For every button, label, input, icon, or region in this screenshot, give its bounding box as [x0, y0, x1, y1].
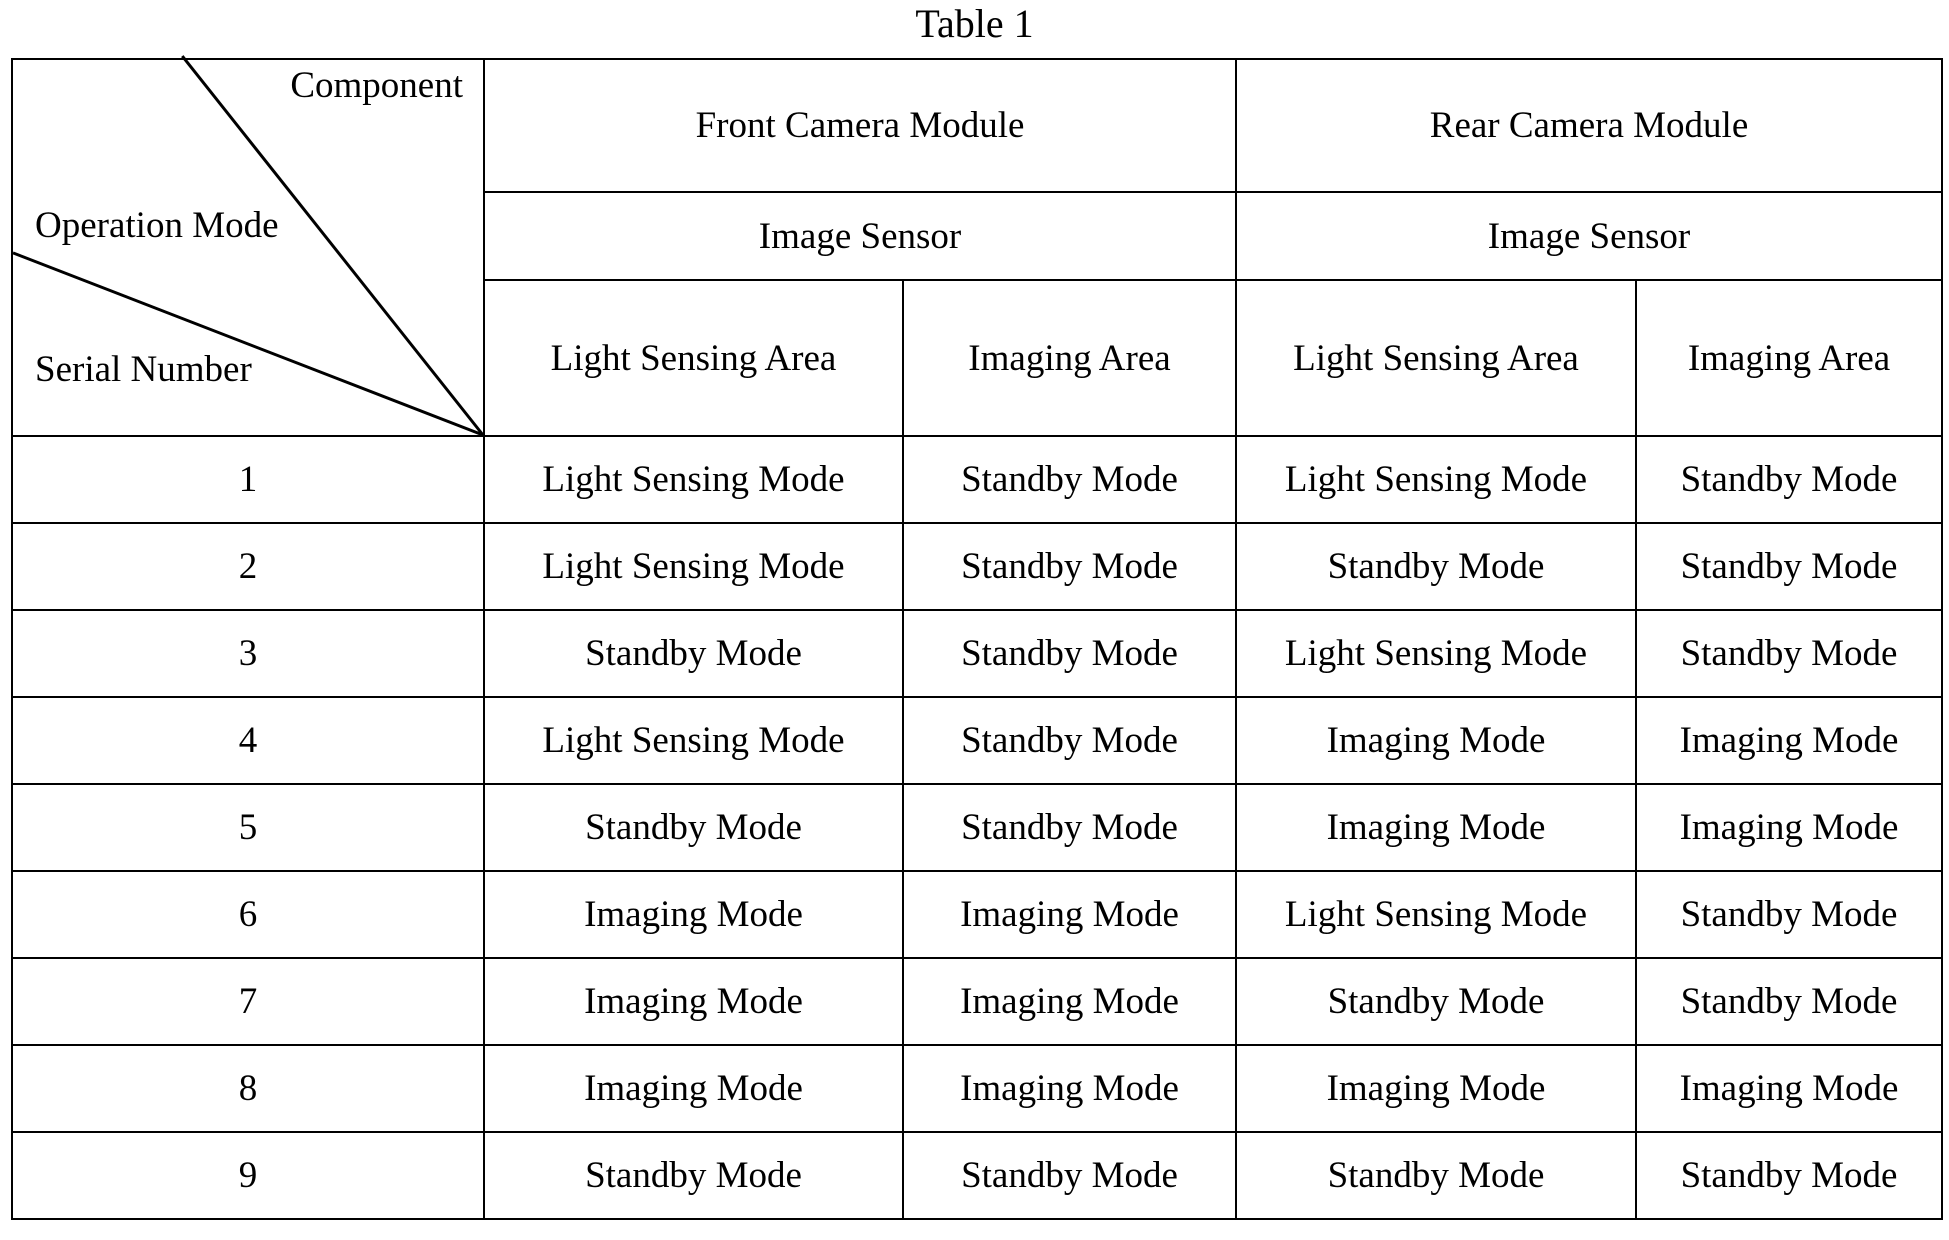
rear-imaging-area-mode: Standby Mode: [1636, 871, 1942, 958]
table-row: 9 Standby Mode Standby Mode Standby Mode…: [12, 1132, 1942, 1219]
front-imaging-area-mode: Standby Mode: [903, 436, 1236, 523]
rear-light-sensing-area-mode: Imaging Mode: [1236, 784, 1636, 871]
serial-number-cell: 5: [12, 784, 484, 871]
header-front-image-sensor: Image Sensor: [484, 192, 1236, 280]
front-imaging-area-mode: Standby Mode: [903, 1132, 1236, 1219]
front-imaging-area-mode: Imaging Mode: [903, 1045, 1236, 1132]
front-light-sensing-area-mode: Standby Mode: [484, 1132, 903, 1219]
front-imaging-area-mode: Standby Mode: [903, 697, 1236, 784]
table-row: 4 Light Sensing Mode Standby Mode Imagin…: [12, 697, 1942, 784]
rear-imaging-area-mode: Standby Mode: [1636, 523, 1942, 610]
header-row-modules: Component Operation Mode Serial Number F…: [12, 59, 1942, 192]
rear-light-sensing-area-mode: Standby Mode: [1236, 958, 1636, 1045]
front-light-sensing-area-mode: Light Sensing Mode: [484, 436, 903, 523]
rear-light-sensing-area-mode: Imaging Mode: [1236, 697, 1636, 784]
front-light-sensing-area-mode: Imaging Mode: [484, 871, 903, 958]
mode-table: Component Operation Mode Serial Number F…: [11, 58, 1943, 1220]
table-row: 7 Imaging Mode Imaging Mode Standby Mode…: [12, 958, 1942, 1045]
serial-number-cell: 7: [12, 958, 484, 1045]
serial-number-cell: 2: [12, 523, 484, 610]
table-row: 1 Light Sensing Mode Standby Mode Light …: [12, 436, 1942, 523]
header-front-imaging-area: Imaging Area: [903, 280, 1236, 436]
corner-label-component: Component: [290, 66, 463, 106]
table-row: 3 Standby Mode Standby Mode Light Sensin…: [12, 610, 1942, 697]
front-light-sensing-area-mode: Light Sensing Mode: [484, 523, 903, 610]
front-light-sensing-area-mode: Imaging Mode: [484, 958, 903, 1045]
serial-number-cell: 8: [12, 1045, 484, 1132]
corner-label-operation-mode: Operation Mode: [35, 206, 279, 246]
corner-label-serial-number: Serial Number: [35, 350, 252, 390]
rear-light-sensing-area-mode: Standby Mode: [1236, 523, 1636, 610]
serial-number-cell: 4: [12, 697, 484, 784]
front-imaging-area-mode: Standby Mode: [903, 610, 1236, 697]
header-front-light-sensing-area: Light Sensing Area: [484, 280, 903, 436]
table-row: 6 Imaging Mode Imaging Mode Light Sensin…: [12, 871, 1942, 958]
rear-imaging-area-mode: Imaging Mode: [1636, 697, 1942, 784]
rear-imaging-area-mode: Imaging Mode: [1636, 784, 1942, 871]
header-rear-camera-module: Rear Camera Module: [1236, 59, 1942, 192]
table-title: Table 1: [0, 0, 1949, 48]
serial-number-cell: 1: [12, 436, 484, 523]
front-light-sensing-area-mode: Standby Mode: [484, 784, 903, 871]
table-row: 8 Imaging Mode Imaging Mode Imaging Mode…: [12, 1045, 1942, 1132]
header-rear-light-sensing-area: Light Sensing Area: [1236, 280, 1636, 436]
table-row: 5 Standby Mode Standby Mode Imaging Mode…: [12, 784, 1942, 871]
header-front-camera-module: Front Camera Module: [484, 59, 1236, 192]
rear-light-sensing-area-mode: Light Sensing Mode: [1236, 610, 1636, 697]
front-imaging-area-mode: Standby Mode: [903, 784, 1236, 871]
front-imaging-area-mode: Imaging Mode: [903, 958, 1236, 1045]
header-corner-cell: Component Operation Mode Serial Number: [12, 59, 484, 436]
front-imaging-area-mode: Standby Mode: [903, 523, 1236, 610]
table-row: 2 Light Sensing Mode Standby Mode Standb…: [12, 523, 1942, 610]
header-rear-imaging-area: Imaging Area: [1636, 280, 1942, 436]
rear-light-sensing-area-mode: Light Sensing Mode: [1236, 871, 1636, 958]
serial-number-cell: 9: [12, 1132, 484, 1219]
rear-light-sensing-area-mode: Light Sensing Mode: [1236, 436, 1636, 523]
front-imaging-area-mode: Imaging Mode: [903, 871, 1236, 958]
rear-light-sensing-area-mode: Standby Mode: [1236, 1132, 1636, 1219]
rear-imaging-area-mode: Standby Mode: [1636, 958, 1942, 1045]
header-rear-image-sensor: Image Sensor: [1236, 192, 1942, 280]
serial-number-cell: 3: [12, 610, 484, 697]
rear-imaging-area-mode: Imaging Mode: [1636, 1045, 1942, 1132]
rear-imaging-area-mode: Standby Mode: [1636, 1132, 1942, 1219]
rear-imaging-area-mode: Standby Mode: [1636, 610, 1942, 697]
front-light-sensing-area-mode: Light Sensing Mode: [484, 697, 903, 784]
front-light-sensing-area-mode: Imaging Mode: [484, 1045, 903, 1132]
rear-imaging-area-mode: Standby Mode: [1636, 436, 1942, 523]
front-light-sensing-area-mode: Standby Mode: [484, 610, 903, 697]
rear-light-sensing-area-mode: Imaging Mode: [1236, 1045, 1636, 1132]
serial-number-cell: 6: [12, 871, 484, 958]
